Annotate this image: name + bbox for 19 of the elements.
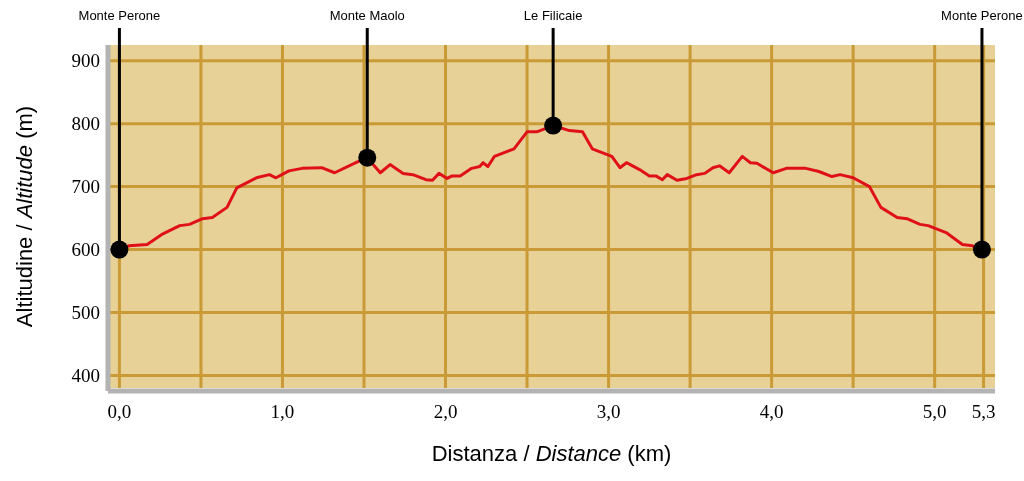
y-tick-label: 600	[71, 239, 100, 261]
y-axis-title: Altitudine / Altitude (m)	[12, 105, 37, 328]
x-tick-label: 1,0	[270, 401, 295, 422]
y-tick-label: 900	[71, 50, 100, 72]
x-tick-label: 2,0	[433, 401, 458, 422]
x-tick-label: 4,0	[759, 401, 784, 422]
annotation: Le Filicaie	[523, 8, 583, 23]
y-tick-label: 500	[71, 302, 100, 324]
annotation: Monte Perone	[78, 8, 161, 23]
x-axis-title: Distanza / Distance (km)	[431, 441, 672, 466]
x-tick-label: 5,0	[922, 401, 947, 422]
y-tick-label: 400	[71, 365, 100, 387]
x-tick-label: 3,0	[596, 401, 621, 422]
x-tick-label: 5,3	[971, 401, 996, 422]
y-tick-label: 700	[71, 176, 100, 198]
annotation: Monte Perone	[941, 8, 1023, 23]
y-tick-label: 800	[71, 113, 100, 135]
x-tick-label: 0,0	[107, 401, 132, 422]
annotation: Monte Maolo	[329, 8, 405, 23]
